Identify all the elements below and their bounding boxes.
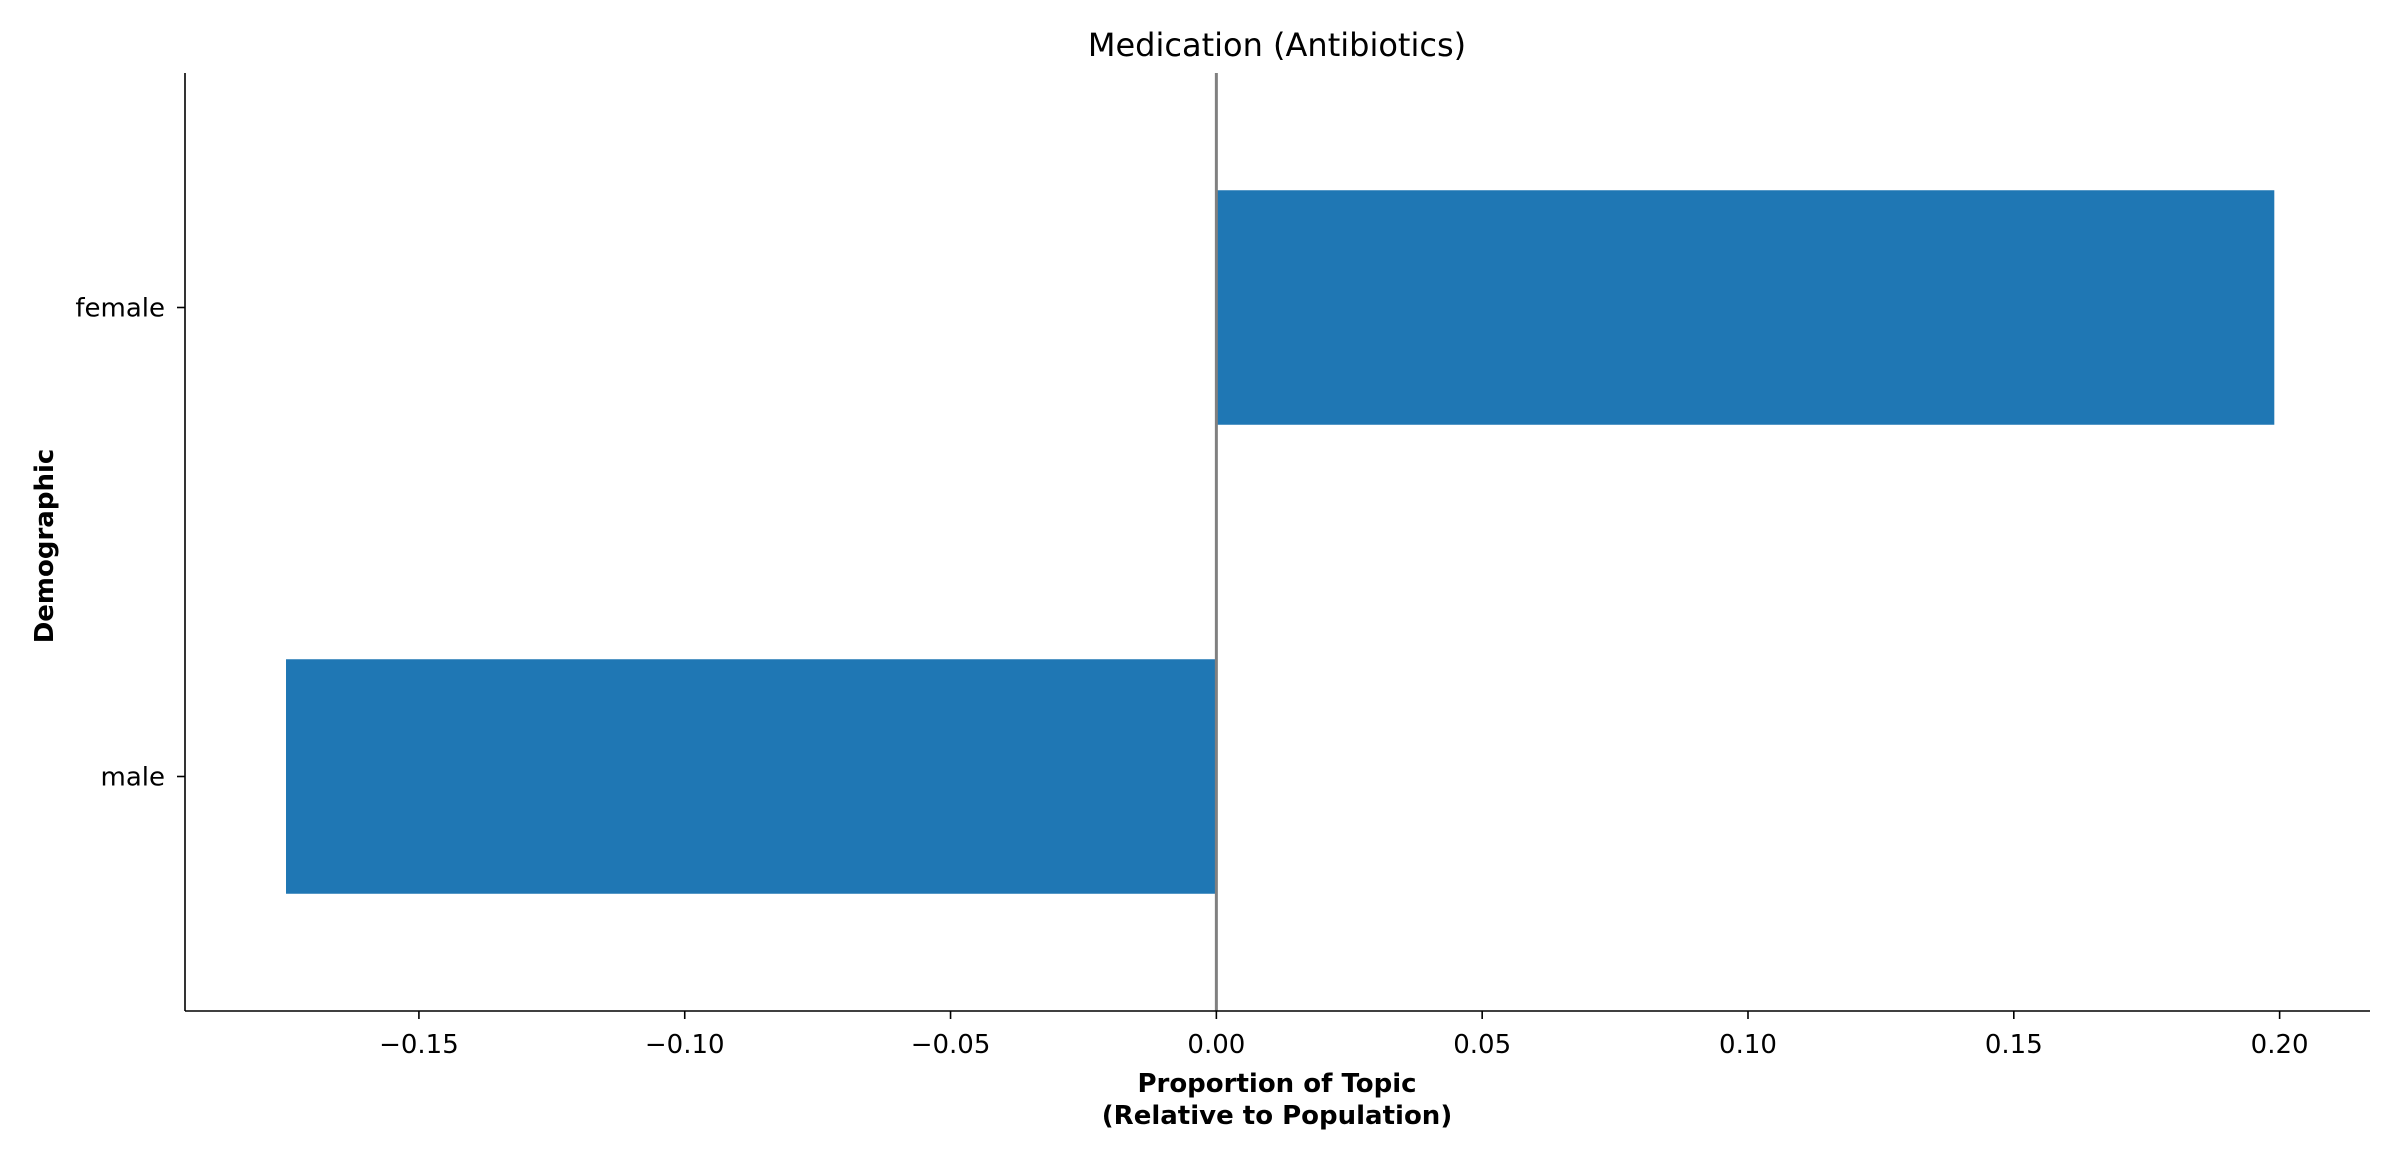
y-axis-label: Demographic [30,449,60,644]
x-tick-label: 0.05 [1453,1030,1511,1060]
x-axis-label: Proportion of Topic [1137,1069,1416,1099]
bar-male [286,659,1217,894]
x-ticks-layer: −0.15 −0.10 −0.05 0.00 0.05 0.10 0.15 0.20 [379,1011,2309,1060]
chart-title: Medication (Antibiotics) [1088,26,1466,64]
axes-layer [184,73,2370,1012]
x-tick-label: 0.20 [2251,1030,2309,1060]
bars-layer [286,190,2275,894]
y-ticks-layer: female male [75,294,185,793]
x-tick-label: 0.10 [1719,1030,1777,1060]
x-tick-label: −0.10 [645,1030,725,1060]
y-tick-label: male [101,763,165,793]
y-tick-label: female [75,294,165,324]
x-tick-label: 0.00 [1187,1030,1245,1060]
x-tick-label: −0.15 [379,1030,459,1060]
x-tick-label: −0.05 [911,1030,991,1060]
x-tick-label: 0.15 [1985,1030,2043,1060]
x-axis-label-line2: (Relative to Population) [1102,1101,1452,1131]
bar-female [1216,190,2275,425]
